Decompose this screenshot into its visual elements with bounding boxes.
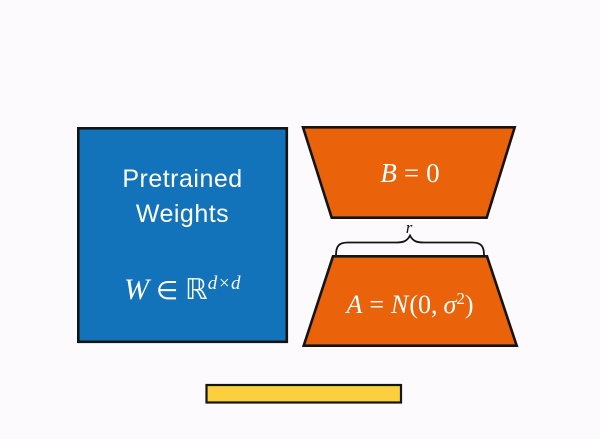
pretrained-weights-label: Pretrained Weights [78, 162, 287, 232]
pretrained-title-line1: Pretrained [122, 165, 243, 193]
merged-weights-bar [205, 383, 403, 404]
sigma-symbol: σ [443, 290, 457, 319]
formula-a-variable: A [346, 290, 363, 319]
formula-b-variable: B [380, 158, 397, 188]
reals-symbol: ℝ [185, 273, 208, 306]
element-of-symbol: ∈ [155, 276, 179, 306]
rank-brace [335, 233, 485, 256]
pretrained-weights-formula: W ∈ ℝd×d [78, 264, 287, 311]
sigma-exponent: 2 [456, 289, 465, 308]
dimension-superscript: d×d [207, 273, 242, 294]
matrix-a-formula: A = N(0, σ2) [300, 282, 520, 322]
pretrained-title-line2: Weights [135, 200, 230, 228]
matrix-b-trapezoid [301, 126, 517, 219]
rank-label: r [405, 218, 413, 237]
pretrained-weights-box [77, 127, 289, 344]
args-open: (0, [409, 290, 438, 319]
equals-sign: = [369, 290, 385, 319]
equals-sign: = [403, 158, 420, 188]
b-value: 0 [426, 158, 440, 188]
matrix-a-trapezoid [301, 254, 519, 348]
matrix-b-formula: B = 0 [332, 156, 488, 190]
normal-distribution-symbol: N [391, 290, 409, 319]
args-close: ) [464, 290, 474, 319]
formula-w-variable: W [123, 273, 149, 306]
